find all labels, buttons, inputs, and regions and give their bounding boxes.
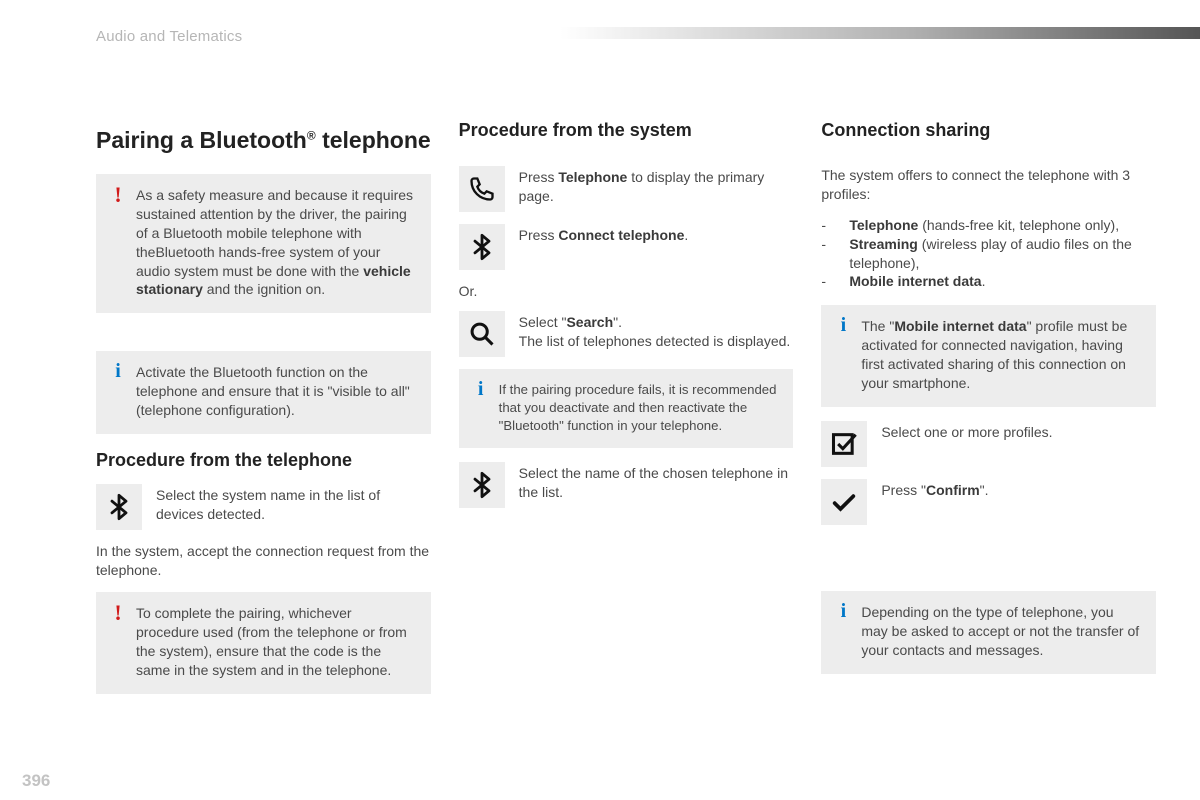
column-2: Procedure from the system Press Telephon… (459, 118, 794, 708)
bluetooth-icon (96, 484, 142, 530)
step-press-telephone-text: Press Telephone to display the primary p… (519, 166, 794, 206)
safety-warning-text: As a safety measure and because it requi… (136, 187, 413, 297)
step-select-system: Select the system name in the list of de… (96, 484, 431, 530)
procedure-telephone-heading: Procedure from the telephone (96, 448, 431, 472)
step-select-system-text: Select the system name in the list of de… (156, 484, 431, 524)
step-search-text: Select "Search". The list of telephones … (519, 311, 794, 351)
activate-bluetooth-text: Activate the Bluetooth function on the t… (136, 364, 410, 418)
step-search: Select "Search". The list of telephones … (459, 311, 794, 357)
transfer-contacts-info-text: Depending on the type of telephone, you … (861, 604, 1139, 658)
step-select-phone-text: Select the name of the chosen telephone … (519, 462, 794, 502)
step-select-profiles-text: Select one or more profiles. (881, 421, 1156, 442)
step-confirm-text: Press "Confirm". (881, 479, 1156, 500)
activate-bluetooth-box: i Activate the Bluetooth function on the… (96, 351, 431, 434)
step-select-phone: Select the name of the chosen telephone … (459, 462, 794, 508)
section-label: Audio and Telematics (96, 27, 242, 47)
profiles-list: -Telephone (hands-free kit, telephone on… (821, 216, 1156, 292)
pairing-code-warning-text: To complete the pairing, whichever proce… (136, 605, 407, 678)
step-confirm: Press "Confirm". (821, 479, 1156, 525)
phone-icon (459, 166, 505, 212)
accept-connection-text: In the system, accept the connection req… (96, 542, 431, 580)
step-connect-telephone: Press Connect telephone. (459, 224, 794, 270)
transfer-contacts-info-box: i Depending on the type of telephone, yo… (821, 591, 1156, 674)
procedure-system-heading: Procedure from the system (459, 118, 692, 142)
search-icon (459, 311, 505, 357)
bluetooth-icon (459, 224, 505, 270)
connection-intro: The system offers to connect the telepho… (821, 166, 1156, 204)
info-icon: i (835, 315, 851, 335)
step-press-telephone: Press Telephone to display the primary p… (459, 166, 794, 212)
page-number: 396 (22, 770, 50, 793)
header-gradient (560, 27, 1200, 39)
profile-mobile-data: -Mobile internet data. (821, 272, 1156, 291)
info-icon: i (835, 601, 851, 621)
column-1: ! As a safety measure and because it req… (96, 118, 431, 708)
pairing-code-warning-box: ! To complete the pairing, whichever pro… (96, 592, 431, 694)
info-icon: i (110, 361, 126, 381)
exclamation-icon: ! (110, 602, 126, 624)
pairing-fail-info-text: If the pairing procedure fails, it is re… (499, 382, 777, 433)
column-3: Connection sharing The system offers to … (821, 118, 1156, 708)
or-text: Or. (459, 282, 794, 301)
mobile-data-info-text: The "Mobile internet data" profile must … (861, 318, 1127, 391)
check-icon (821, 479, 867, 525)
connection-sharing-heading: Connection sharing (821, 118, 990, 142)
step-select-profiles: Select one or more profiles. (821, 421, 1156, 467)
info-icon: i (473, 379, 489, 399)
mobile-data-info-box: i The "Mobile internet data" profile mus… (821, 305, 1156, 407)
profile-streaming: -Streaming (wireless play of audio files… (821, 235, 1156, 273)
checkbox-icon (821, 421, 867, 467)
step-connect-telephone-text: Press Connect telephone. (519, 224, 794, 245)
safety-warning-box: ! As a safety measure and because it req… (96, 174, 431, 313)
pairing-fail-info-box: i If the pairing procedure fails, it is … (459, 369, 794, 448)
bluetooth-icon (459, 462, 505, 508)
exclamation-icon: ! (110, 184, 126, 206)
profile-telephone: -Telephone (hands-free kit, telephone on… (821, 216, 1156, 235)
